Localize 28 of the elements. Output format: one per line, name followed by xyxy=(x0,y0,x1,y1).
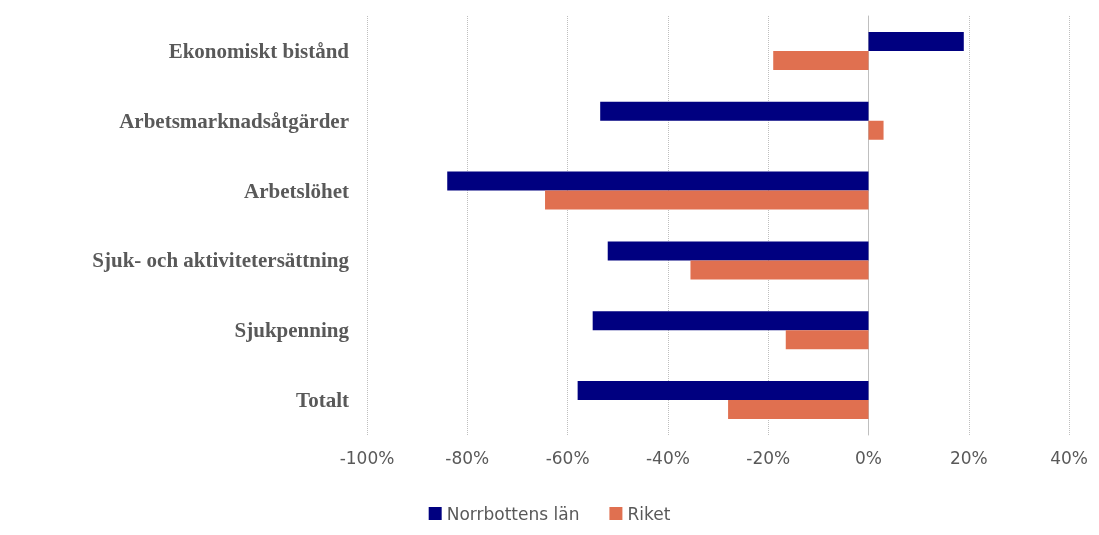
bar xyxy=(607,241,869,261)
bar xyxy=(690,260,869,280)
x-tick-label: 40% xyxy=(1050,447,1089,468)
bar xyxy=(577,381,869,401)
x-tick-label: -80% xyxy=(445,447,490,468)
bar xyxy=(447,171,869,191)
bar xyxy=(785,330,869,350)
y-tick-label: Ekonomiskt bistånd xyxy=(168,38,350,63)
y-tick-label: Arbetsmarknadsåtgärder xyxy=(119,108,349,133)
x-tick-label: 0% xyxy=(855,447,882,468)
y-tick-label: Arbetslöhet xyxy=(244,178,349,203)
x-tick-label: -60% xyxy=(545,447,590,468)
bar xyxy=(592,311,869,331)
x-tick-label: -20% xyxy=(746,447,791,468)
x-tick-label: -100% xyxy=(339,447,395,468)
bar xyxy=(545,190,869,210)
bar xyxy=(868,120,884,140)
legend-label: Riket xyxy=(627,503,671,524)
bar xyxy=(728,400,869,420)
legend-label: Norrbottens län xyxy=(446,503,580,524)
bar xyxy=(773,50,869,70)
bar xyxy=(600,101,869,121)
x-tick-label: 20% xyxy=(949,447,988,468)
x-tick-label: -40% xyxy=(645,447,690,468)
bar xyxy=(868,31,964,51)
y-tick-label: Sjuk- och aktivitetersättning xyxy=(92,248,350,273)
y-tick-label: Sjukpenning xyxy=(234,318,350,343)
y-tick-label: Totalt xyxy=(296,388,349,413)
